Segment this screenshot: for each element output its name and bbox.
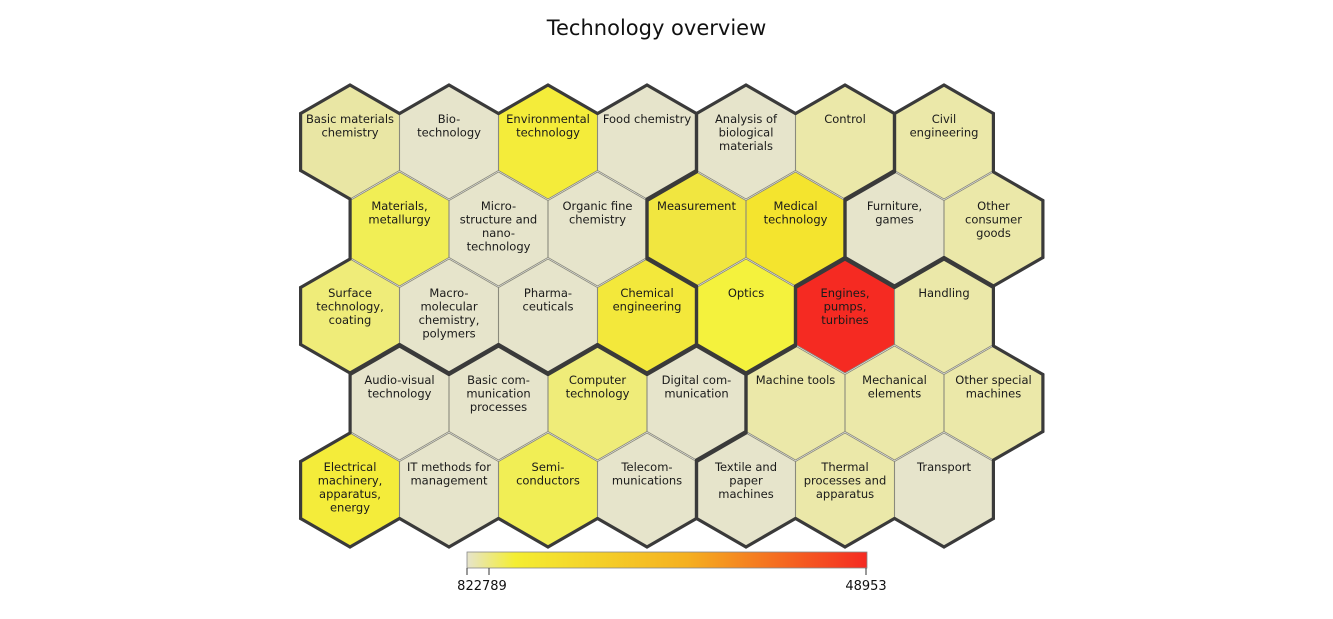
group-border-segment xyxy=(496,344,550,377)
group-borders xyxy=(299,83,1045,549)
group-border-segment xyxy=(595,516,649,549)
group-border-segment xyxy=(744,344,798,377)
hex-label-basic-materials-chemistry: Basic materials chemistry xyxy=(306,112,394,140)
hex-label-thermal-processes-and-apparatus: Thermal processes and apparatus xyxy=(804,460,887,501)
group-border-segment xyxy=(546,83,600,116)
group-border-segment xyxy=(793,516,847,549)
colorbar-gradient xyxy=(466,551,868,569)
group-border-segment xyxy=(991,344,1045,377)
hex-cells xyxy=(300,84,1044,548)
group-border-segment xyxy=(645,344,699,377)
group-border-segment xyxy=(645,170,699,203)
hex-label-environmental-technology: Environmental technology xyxy=(506,112,590,140)
group-border-segment xyxy=(645,257,699,290)
group-border-segment xyxy=(348,344,402,377)
group-border-segment xyxy=(497,516,550,549)
hex-label-macro-molecular-chemistry-polymers: Macro-molecular chemistry, polymers xyxy=(419,286,480,341)
hex-label-surface-technology-coating: Surface technology, coating xyxy=(316,286,384,327)
hex-label-computer-technology: Computer technology xyxy=(566,373,630,401)
hex-label-transport: Transport xyxy=(916,460,971,474)
hex-label-optics: Optics xyxy=(728,286,764,300)
group-border-segment xyxy=(744,83,798,116)
colorbar-min-label: 822789 xyxy=(457,579,507,594)
group-border-segment xyxy=(398,83,451,116)
hex-label-telecom-munications: Telecom-munications xyxy=(612,460,682,488)
group-border-segment xyxy=(398,516,451,549)
hex-label-measurement: Measurement xyxy=(657,199,736,213)
group-border-segment xyxy=(447,83,500,116)
hex-label-micro-structure-and-nano-technology: Micro-structure and nano-technology xyxy=(460,199,537,254)
colorbar-max-label: 48953 xyxy=(845,579,886,594)
group-border-segment xyxy=(843,257,897,290)
group-border-segment xyxy=(645,516,699,549)
hex-label-audio-visual-technology: Audio-visual technology xyxy=(364,373,434,401)
group-border-segment xyxy=(299,168,352,201)
group-border-segment xyxy=(546,344,600,377)
group-border-segment xyxy=(447,344,501,377)
group-border-segment xyxy=(694,83,748,116)
hex-label-other-special-machines: Other special machines xyxy=(955,373,1031,401)
hex-label-furniture-games: Furniture, games xyxy=(867,199,922,227)
group-border-segment xyxy=(694,344,748,377)
hex-label-pharma-ceuticals: Pharma-ceuticals xyxy=(523,286,574,314)
group-border-segment xyxy=(991,255,1045,288)
group-border-segment xyxy=(942,83,996,116)
hex-label-medical-technology: Medical technology xyxy=(764,199,828,227)
group-border-segment xyxy=(744,516,798,549)
group-border-segment xyxy=(348,516,401,549)
hex-label-basic-communication-processes: Basic com-munication processes xyxy=(466,373,530,414)
group-border-segment xyxy=(397,344,451,377)
group-border-segment xyxy=(991,170,1045,203)
group-border-segment xyxy=(348,83,401,116)
group-border-segment xyxy=(892,257,946,290)
group-border-segment xyxy=(694,516,748,549)
group-border-segment xyxy=(991,429,1045,462)
group-border-segment xyxy=(546,516,600,549)
group-border-segment xyxy=(793,257,847,290)
hex-label-machine-tools: Machine tools xyxy=(756,373,836,387)
group-border-segment xyxy=(694,431,748,464)
chart-title: Technology overview xyxy=(546,16,767,40)
hex-label-textile-and-paper-machines: Textile and paper machines xyxy=(714,460,777,501)
hex-label-chemical-engineering: Chemical engineering xyxy=(613,286,682,314)
group-border-segment xyxy=(299,257,352,290)
group-border-segment xyxy=(892,516,946,549)
hex-label-materials-metallurgy: Materials, metallurgy xyxy=(368,199,430,227)
group-border-segment xyxy=(299,83,352,116)
hex-label-other-consumer-goods: Other consumer goods xyxy=(965,199,1022,240)
group-border-segment xyxy=(595,344,649,377)
hex-label-control: Control xyxy=(824,112,866,126)
hex-label-handling: Handling xyxy=(918,286,969,300)
hex-label-it-methods-for-management: IT methods for management xyxy=(407,460,491,488)
hex-label-semi-conductors: Semi-conductors xyxy=(516,460,580,488)
colorbar: 822789 48953 xyxy=(457,551,887,594)
group-border-segment xyxy=(892,83,946,116)
group-border-segment xyxy=(299,342,352,375)
group-border-segment xyxy=(843,83,897,116)
group-border-segment xyxy=(843,170,897,203)
group-border-segment xyxy=(645,83,699,116)
group-border-segment xyxy=(942,257,996,290)
hex-label-electrical-machinery-apparatus-energy: Electrical machinery, apparatus, energy xyxy=(318,460,383,515)
hex-label-civil-engineering: Civil engineering xyxy=(910,112,979,140)
hex-label-biotechnology: Bio-technology xyxy=(417,112,481,140)
group-border-segment xyxy=(793,83,847,116)
group-border-segment xyxy=(299,516,352,549)
hex-label-food-chemistry: Food chemistry xyxy=(603,112,692,126)
group-border-segment xyxy=(299,431,352,464)
hex-label-organic-fine-chemistry: Organic fine chemistry xyxy=(563,199,633,227)
group-border-segment xyxy=(447,516,500,549)
group-border-segment xyxy=(595,83,649,116)
hex-label-mechanical-elements: Mechanical elements xyxy=(862,373,927,401)
hex-label-engines-pumps-turbines: Engines, pumps, turbines xyxy=(820,286,869,327)
group-border-segment xyxy=(497,83,550,116)
group-border-segment xyxy=(942,516,996,549)
hex-label-analysis-of-biological-materials: Analysis of biological materials xyxy=(715,112,778,153)
hex-label-digital-communication: Digital com-munication xyxy=(662,373,732,401)
group-border-segment xyxy=(843,516,897,549)
hex-labels: Basic materials chemistry Bio-technology En… xyxy=(306,112,1032,515)
